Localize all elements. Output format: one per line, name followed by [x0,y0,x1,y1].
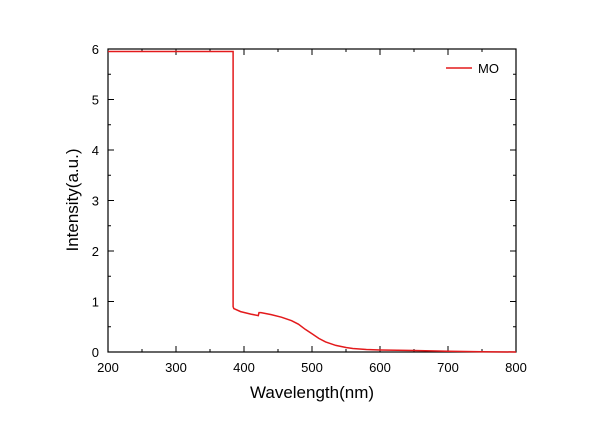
x-tick-label: 500 [301,360,323,375]
y-axis-label: Intensity(a.u.) [63,149,82,252]
y-tick-label: 5 [92,93,99,108]
plot-frame [107,48,517,353]
y-tick-label: 0 [92,345,99,360]
x-tick-label: 400 [233,360,255,375]
y-tick-label: 2 [92,244,99,259]
legend: MO [446,61,499,76]
series-line-mo [108,50,517,353]
x-tick-label: 200 [97,360,119,375]
y-tick-label: 6 [92,42,99,57]
x-tick-label: 300 [165,360,187,375]
x-tick-label: 600 [369,360,391,375]
y-tick-label: 1 [92,295,99,310]
y-tick-label: 3 [92,194,99,209]
legend-label-mo: MO [478,61,499,76]
y-tick-label: 4 [92,143,99,158]
axes: 200 300 400 500 600 700 800 0 1 2 3 4 5 6 [92,42,527,375]
x-tick-label: 800 [505,360,527,375]
series-group [108,50,517,353]
x-tick-label: 700 [437,360,459,375]
x-axis-label: Wavelength(nm) [250,383,374,402]
